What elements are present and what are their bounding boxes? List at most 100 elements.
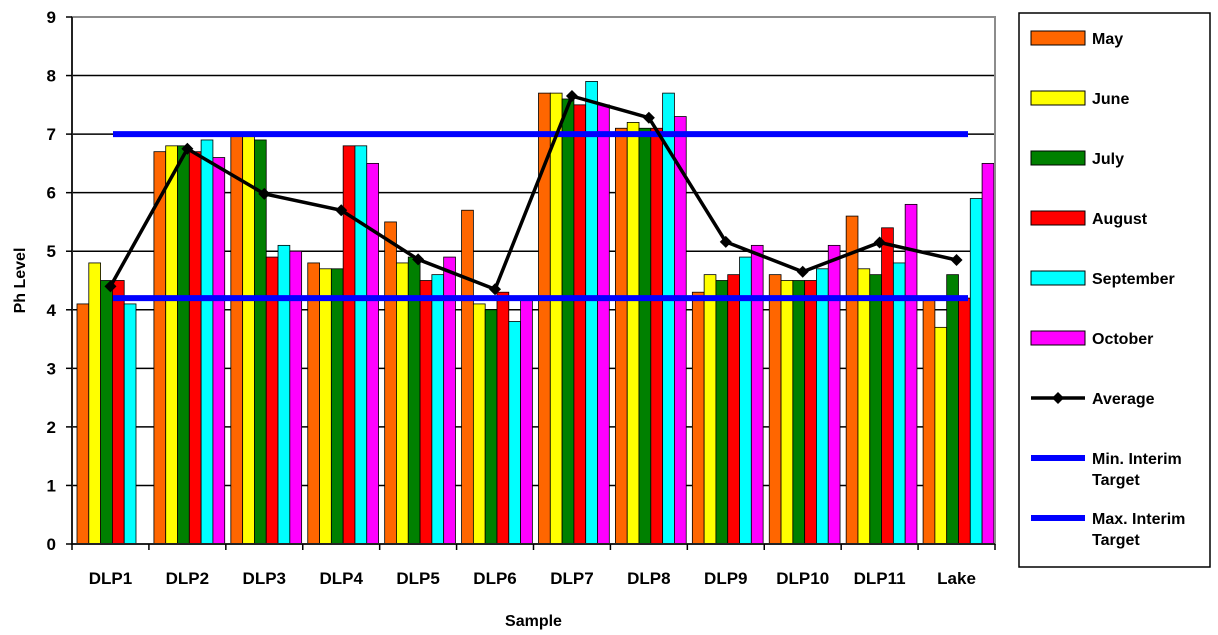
x-tick-label: DLP4 <box>319 569 363 588</box>
bar <box>508 321 521 545</box>
bar <box>319 268 332 545</box>
legend-swatch <box>1030 90 1086 106</box>
y-tick-label: 3 <box>47 359 56 378</box>
average-marker <box>412 253 425 266</box>
x-tick-label: DLP6 <box>473 569 516 588</box>
bar <box>153 151 167 545</box>
x-tick-label: DLP1 <box>89 569 132 588</box>
legend-swatch <box>1030 150 1086 166</box>
bar <box>212 157 226 545</box>
bar <box>585 81 598 545</box>
average-marker <box>565 90 578 103</box>
bar <box>892 262 906 545</box>
bar <box>703 274 717 545</box>
bar <box>638 127 652 545</box>
bar <box>946 274 959 545</box>
bar <box>816 268 829 545</box>
bar <box>177 145 190 545</box>
bar <box>904 203 918 545</box>
x-tick-label: DLP11 <box>854 569 906 588</box>
bar <box>615 127 628 545</box>
bar <box>662 92 675 545</box>
bar <box>230 133 244 545</box>
average-marker <box>258 187 271 200</box>
bar <box>472 303 486 545</box>
bar <box>691 291 705 545</box>
bar <box>188 151 202 545</box>
bar <box>969 198 983 545</box>
bar <box>768 274 782 545</box>
average-marker <box>719 235 732 248</box>
bar <box>242 133 255 545</box>
legend-average-marker <box>1052 392 1064 404</box>
bar <box>958 297 971 545</box>
bar <box>307 262 320 545</box>
y-tick-label: 9 <box>47 8 56 27</box>
y-tick-label: 0 <box>47 535 56 554</box>
x-tick-labels: DLP1 DLP2 DLP3 DLP4 DLP5 DLP6 DLP7 DLP8 DLP9 DLP1… <box>89 569 976 588</box>
x-tick-label: DLP5 <box>396 569 439 588</box>
bar <box>561 98 575 545</box>
bar <box>123 303 137 545</box>
y-tick-label: 7 <box>47 125 56 144</box>
x-tick-label: DLP10 <box>776 569 829 588</box>
bar <box>330 268 344 545</box>
bar <box>549 92 563 545</box>
bar <box>857 268 871 545</box>
y-axis-title: Ph Level <box>12 248 29 314</box>
legend-swatch <box>1030 210 1086 226</box>
bar <box>384 221 397 545</box>
average-marker <box>950 254 963 267</box>
average-marker <box>489 283 502 296</box>
average-marker <box>104 280 117 293</box>
bar <box>869 274 882 545</box>
bar <box>715 280 729 545</box>
average-line <box>104 90 963 296</box>
y-tick-label: 5 <box>47 242 56 261</box>
legend-swatch <box>1030 30 1086 46</box>
legend: May June July August September October Average… <box>1018 12 1211 568</box>
legend-label: August <box>1092 211 1148 228</box>
average-marker <box>796 265 809 278</box>
bar <box>396 262 409 545</box>
bar <box>484 309 498 545</box>
bar <box>881 227 894 545</box>
legend-label: May <box>1092 31 1123 48</box>
legend-label: Average <box>1092 391 1155 408</box>
bar <box>750 244 764 545</box>
x-axis-title: Sample <box>505 613 562 630</box>
legend-label: September <box>1092 271 1175 288</box>
bar <box>650 127 664 545</box>
average-marker <box>642 111 655 124</box>
bar <box>342 145 356 545</box>
y-tick-label: 8 <box>47 67 56 86</box>
bar <box>496 291 510 545</box>
bar <box>200 139 214 545</box>
y-tick-label: 6 <box>47 184 56 203</box>
y-tick-label: 4 <box>47 301 57 320</box>
bar <box>922 297 936 545</box>
legend-swatch <box>1030 270 1086 286</box>
bar <box>112 280 125 545</box>
bar <box>804 280 817 545</box>
average-marker <box>873 236 886 249</box>
y-tick-label: 2 <box>47 418 56 437</box>
bar <box>88 262 102 545</box>
legend-label: June <box>1092 91 1129 108</box>
legend-label: October <box>1092 331 1153 348</box>
y-tick-label: 1 <box>47 476 56 495</box>
x-tick-label: Lake <box>937 569 976 588</box>
bar <box>277 244 291 545</box>
bars <box>76 81 995 545</box>
bar <box>419 280 433 545</box>
bar <box>165 145 178 545</box>
legend-swatch <box>1030 330 1086 346</box>
bar <box>827 244 841 545</box>
bar <box>674 116 687 545</box>
x-tick-label: DLP7 <box>550 569 593 588</box>
legend-label: Max. Interim Target <box>1092 511 1185 549</box>
x-tick-label: DLP2 <box>166 569 209 588</box>
bar <box>461 209 474 545</box>
bar <box>792 280 806 545</box>
